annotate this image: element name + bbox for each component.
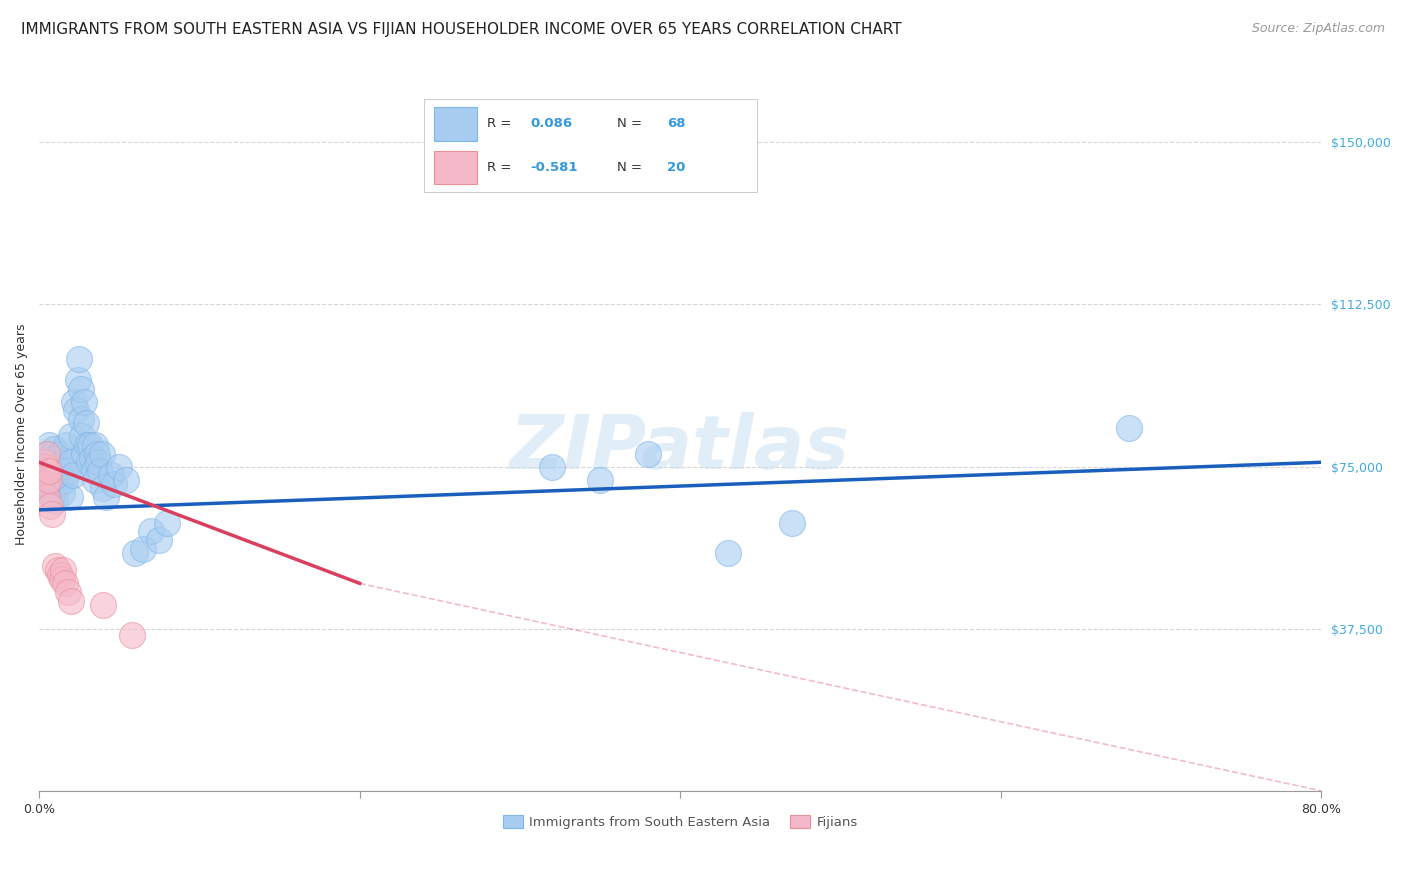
Point (34, 476, 56, 491)
Point (76, 438, 98, 452)
Point (72, 429, 94, 443)
Point (31, 464, 53, 478)
Point (84, 473, 107, 487)
Point (717, 546, 740, 560)
Point (69, 412, 91, 426)
Point (37, 459, 59, 474)
Point (73, 447, 96, 461)
Point (38, 438, 60, 452)
Point (56, 464, 79, 478)
Point (89, 464, 111, 478)
Point (63, 394, 86, 409)
Point (100, 468, 122, 483)
Point (148, 533, 170, 548)
Point (90, 447, 112, 461)
Point (65, 403, 87, 417)
Point (32, 455, 55, 469)
Point (39, 481, 62, 495)
Point (1118, 420, 1140, 434)
Point (38, 468, 60, 483)
Point (52, 455, 75, 469)
Point (83, 464, 105, 478)
Point (42, 473, 65, 487)
Point (73, 394, 96, 409)
Point (51, 572, 73, 586)
Point (79, 438, 101, 452)
Point (37, 490, 59, 504)
Point (87, 455, 110, 469)
Point (38, 464, 60, 478)
Point (38, 473, 60, 487)
Point (121, 628, 143, 642)
Point (34, 447, 56, 461)
Point (37, 490, 59, 504)
Point (60, 455, 83, 469)
Point (96, 490, 118, 504)
Point (91, 598, 114, 612)
Point (156, 516, 179, 530)
Point (103, 476, 125, 491)
Text: IMMIGRANTS FROM SOUTH EASTERN ASIA VS FIJIAN HOUSEHOLDER INCOME OVER 65 YEARS CO: IMMIGRANTS FROM SOUTH EASTERN ASIA VS FI… (21, 22, 901, 37)
Point (124, 546, 146, 560)
Point (114, 473, 136, 487)
Point (58, 490, 80, 504)
Point (55, 438, 77, 452)
Point (41, 464, 63, 478)
Point (42, 442, 65, 457)
Point (44, 450, 66, 465)
Point (56, 585, 79, 599)
Point (34, 459, 56, 474)
Point (46, 563, 69, 577)
Point (32, 468, 55, 483)
Point (37, 447, 59, 461)
Point (44, 559, 66, 574)
Point (60, 429, 83, 443)
Point (589, 473, 612, 487)
Point (91, 481, 114, 495)
Point (46, 459, 69, 474)
Text: Source: ZipAtlas.com: Source: ZipAtlas.com (1251, 22, 1385, 36)
Point (41, 507, 63, 521)
Point (132, 541, 155, 556)
Point (34, 481, 56, 495)
Point (69, 382, 91, 396)
Point (75, 417, 97, 431)
Point (80, 450, 103, 465)
Point (67, 351, 90, 366)
Point (53, 473, 76, 487)
Point (52, 563, 75, 577)
Point (541, 459, 564, 474)
Point (44, 494, 66, 508)
Point (53, 576, 76, 591)
Point (66, 373, 89, 387)
Point (108, 459, 131, 474)
Point (45, 468, 67, 483)
Point (782, 516, 804, 530)
Text: ZIPatlas: ZIPatlas (510, 412, 851, 485)
Point (637, 447, 659, 461)
Point (41, 490, 63, 504)
Point (39, 499, 62, 513)
Y-axis label: Householder Income Over 65 years: Householder Income Over 65 years (15, 324, 28, 545)
Point (39, 455, 62, 469)
Point (62, 468, 84, 483)
Point (60, 593, 83, 607)
Point (84, 438, 107, 452)
Point (32, 473, 55, 487)
Point (49, 447, 72, 461)
Point (49, 567, 72, 582)
Point (51, 485, 73, 500)
Point (86, 447, 108, 461)
Point (32, 455, 55, 469)
Point (141, 524, 163, 539)
Point (77, 455, 100, 469)
Point (49, 476, 72, 491)
Legend: Immigrants from South Eastern Asia, Fijians: Immigrants from South Eastern Asia, Fiji… (498, 810, 863, 834)
